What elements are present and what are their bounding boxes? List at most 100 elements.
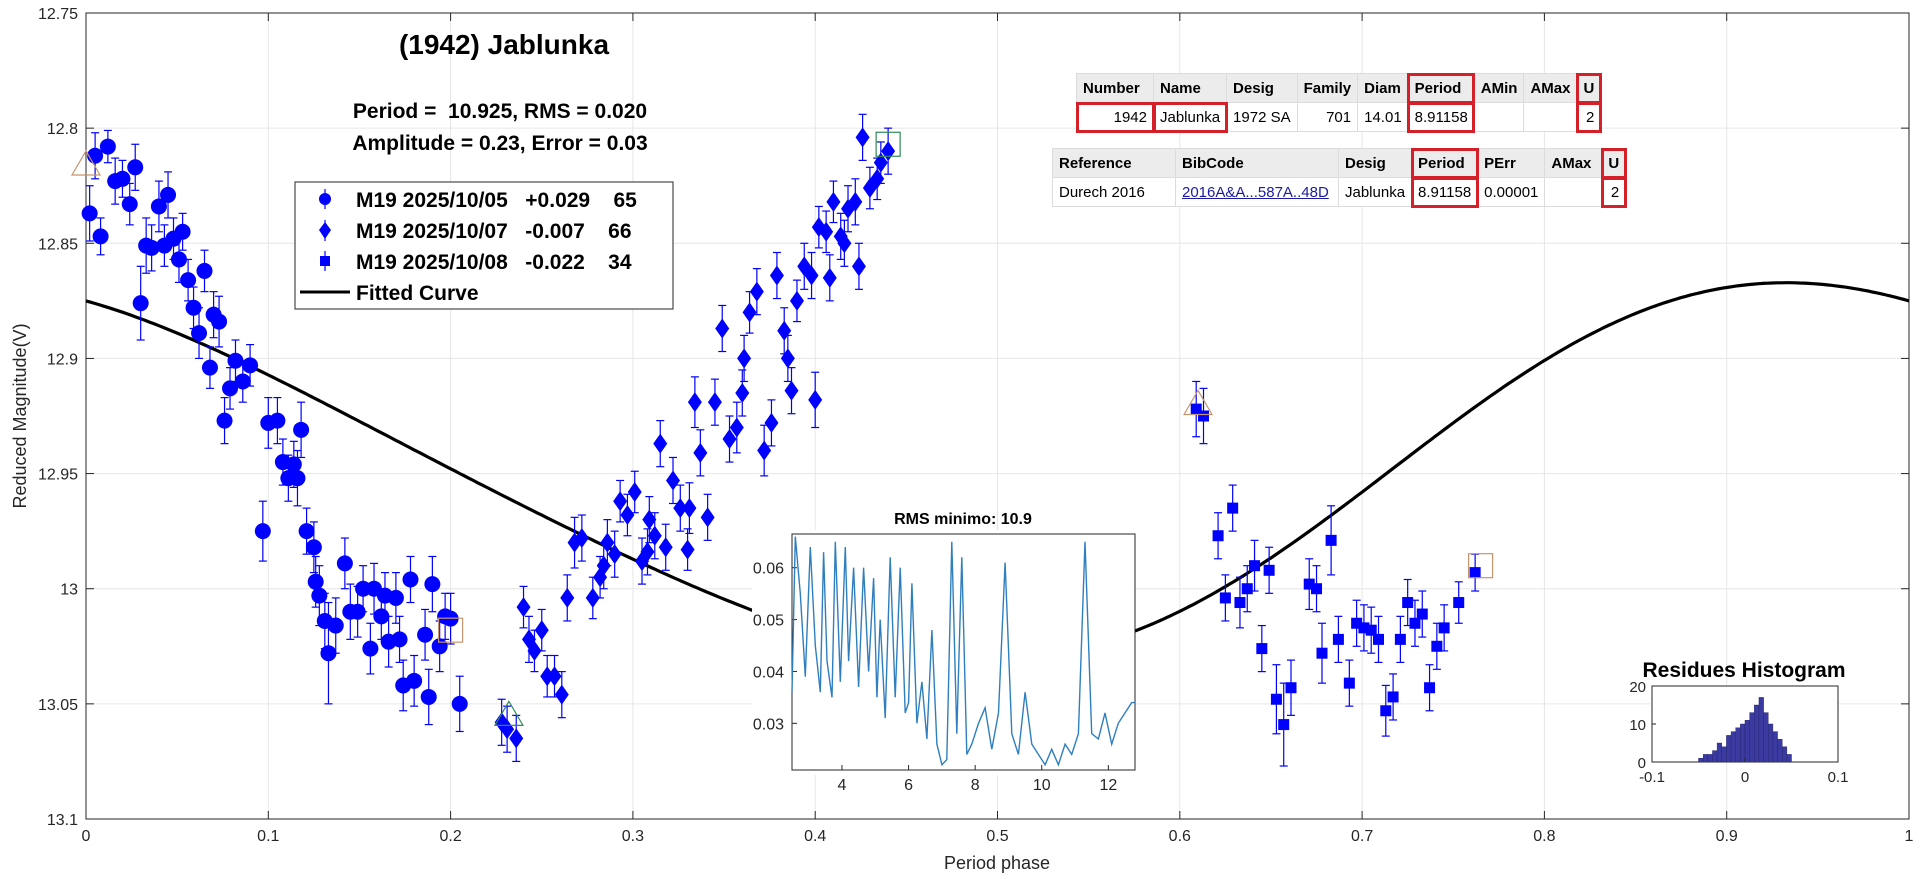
rms-y-tick-label: 0.04 <box>753 664 784 681</box>
histogram-bar <box>1786 754 1792 763</box>
cell-desig: 1972 SA <box>1226 102 1298 132</box>
data-point-square <box>1227 502 1239 514</box>
data-point-circle <box>234 373 251 390</box>
histogram-bar <box>1726 735 1732 763</box>
data-point-circle <box>216 412 233 429</box>
highlight-square <box>1467 553 1494 579</box>
data-point-square <box>1373 633 1385 645</box>
data-point-circle <box>185 299 202 316</box>
table-header-period: Period <box>1407 72 1476 104</box>
data-point-diamond <box>494 712 509 733</box>
data-point-circle <box>180 272 197 289</box>
data-point-square <box>1387 691 1399 703</box>
cell-perr: 0.00001 <box>1477 177 1546 207</box>
rms-x-tick-label: 10 <box>1033 777 1051 794</box>
chart-subtitle-line-2: Amplitude = 0.23, Error = 0.03 <box>352 132 647 155</box>
data-point-diamond <box>527 640 542 661</box>
table-header-row: Reference BibCode Desig Period PErr AMax… <box>1052 147 1627 179</box>
table-header: Number <box>1076 73 1154 103</box>
data-point-square <box>1285 682 1297 694</box>
y-tick-label: 12.75 <box>38 6 78 23</box>
chart-subtitle-line-1: Period = 10.925, RMS = 0.020 <box>353 100 647 123</box>
data-point-circle <box>201 359 218 376</box>
x-tick-label: 0.5 <box>986 828 1008 845</box>
data-point-diamond <box>693 442 708 463</box>
data-point-circle <box>285 456 302 473</box>
data-point-circle <box>150 198 167 215</box>
data-point-square <box>1190 403 1202 415</box>
data-point-circle <box>222 380 239 397</box>
data-point-diamond <box>722 429 737 450</box>
histogram-bar <box>1763 712 1769 763</box>
cell-desig: Jablunka <box>1337 177 1413 207</box>
y-axis-label: Reduced Magnitude(V) <box>10 323 30 508</box>
reference-table: Reference BibCode Desig Period PErr AMax… <box>1052 147 1627 208</box>
data-point-circle <box>174 223 191 240</box>
data-point-diamond <box>687 392 702 413</box>
data-point-square <box>1469 567 1481 579</box>
data-point-circle <box>87 147 104 164</box>
legend-marker-diamond <box>319 220 331 241</box>
data-point-square <box>1197 410 1209 422</box>
chart-title: (1942) Jablunka <box>399 29 610 60</box>
data-point-square <box>1256 643 1268 655</box>
cell-u: 2 <box>1600 176 1627 208</box>
cell-name: Jablunka <box>1152 101 1228 133</box>
data-point-circle <box>431 638 448 655</box>
rms-y-tick-label: 0.06 <box>753 561 784 578</box>
data-point-square <box>1365 624 1377 636</box>
table-row: 1942 Jablunka 1972 SA 701 14.01 8.91158 … <box>1075 101 1602 133</box>
data-point-diamond <box>873 152 888 173</box>
table-header: PErr <box>1477 148 1546 178</box>
rms-x-tick-label: 8 <box>971 777 980 794</box>
bibcode-link[interactable]: 2016A&A...587A..48D <box>1182 183 1329 201</box>
table-header-u: U <box>1575 72 1602 104</box>
data-point-square <box>1311 583 1323 595</box>
hist-y-tick-label: 10 <box>1629 717 1646 734</box>
data-point-diamond <box>700 507 715 528</box>
data-point-circle <box>254 523 271 540</box>
x-tick-label: 0.9 <box>1716 828 1738 845</box>
data-point-square <box>1402 597 1414 609</box>
legend: M19 2025/10/05 +0.029 65 M19 2025/10/07 … <box>294 181 674 310</box>
table-header-period: Period <box>1410 147 1479 179</box>
table-header: Desig <box>1226 73 1298 103</box>
data-point-square <box>1249 560 1261 572</box>
legend-entry-3: M19 2025/10/08 -0.022 34 <box>356 251 632 274</box>
histogram-bar <box>1698 758 1704 763</box>
highlight-triangle <box>493 700 524 726</box>
data-point-circle <box>127 159 144 176</box>
data-point-diamond <box>707 392 722 413</box>
data-point-diamond <box>534 620 549 641</box>
data-point-diamond <box>680 539 695 560</box>
data-point-circle <box>417 626 434 643</box>
cell-diam: 14.01 <box>1357 102 1409 132</box>
data-point-circle <box>307 573 324 590</box>
data-point-square <box>1303 578 1315 590</box>
data-point-square <box>1431 640 1443 652</box>
data-point-diamond <box>540 666 555 687</box>
y-tick-label: 13.1 <box>47 812 78 829</box>
table-header: Diam <box>1357 73 1409 103</box>
data-point-diamond <box>737 348 752 369</box>
hist-y-tick-label: 0 <box>1638 755 1646 772</box>
hist-x-tick-label: 0.1 <box>1828 769 1849 786</box>
data-point-square <box>1358 622 1370 634</box>
cell-bibcode[interactable]: 2016A&A...587A..48D <box>1175 177 1339 207</box>
data-point-circle <box>298 523 315 540</box>
data-point-diamond <box>826 191 841 212</box>
data-point-diamond <box>735 382 750 403</box>
data-point-circle <box>269 412 286 429</box>
cell-reference: Durech 2016 <box>1052 177 1176 207</box>
histogram-bars <box>1698 697 1792 763</box>
data-point-diamond <box>742 302 757 323</box>
data-point-circle <box>355 580 372 597</box>
table-header: AMax <box>1544 148 1603 178</box>
data-point-diamond <box>640 541 655 562</box>
highlight-square <box>438 617 464 643</box>
data-point-diamond <box>764 412 779 433</box>
legend-entry-1: M19 2025/10/05 +0.029 65 <box>356 189 637 212</box>
data-point-square <box>1263 564 1275 576</box>
